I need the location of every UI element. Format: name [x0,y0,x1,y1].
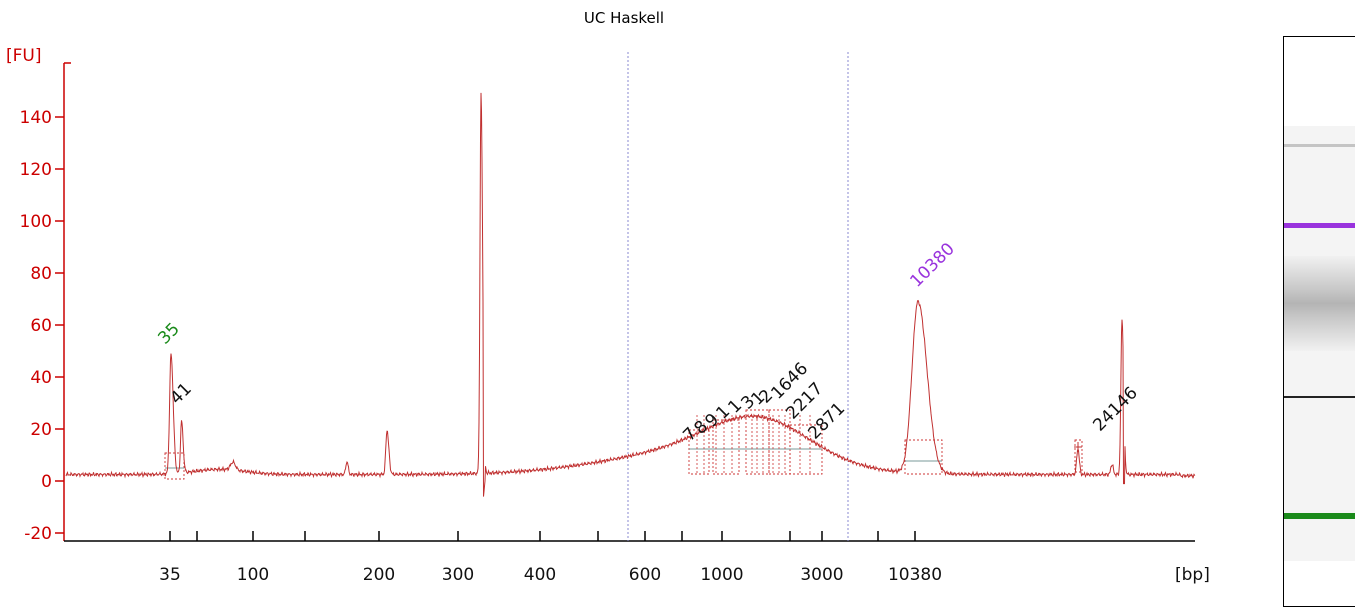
x-tick-label: 600 [629,565,661,585]
peak-box [1074,439,1083,473]
x-axis: 35 100 200 300 400 600 1000 3000 10380 [64,531,1195,585]
peak-box [745,409,770,475]
trace-series-line [65,92,1196,497]
gel-image [1283,36,1355,607]
gel-band [1284,144,1355,147]
x-tick-label: 200 [363,565,395,585]
y-tick-label: 100 [20,212,52,232]
y-tick-label: 80 [30,264,52,284]
peak-box [688,429,710,475]
peak-box [164,452,185,480]
y-tick-label: 40 [30,368,52,388]
y-tick-label: -20 [24,524,52,544]
y-axis-label: [FU] [6,46,42,66]
x-tick-label: 1000 [700,565,743,585]
gel-smear [1284,256,1355,351]
x-tick-label: 100 [237,565,269,585]
x-tick-label: 3000 [800,565,843,585]
chart-title: UC Haskell [584,9,664,27]
x-axis-label: [bp] [1175,565,1210,585]
x-tick-label: 400 [524,565,556,585]
x-tick-label: 10380 [888,565,942,585]
y-tick-label: 0 [41,472,52,492]
y-axis: -20 0 20 40 60 80 100 120 140 [20,62,71,544]
peak-label: 24146 [1089,383,1141,435]
region-bounds [627,52,849,541]
peak-label: 41 [166,379,195,408]
y-tick-label: 60 [30,316,52,336]
y-tick-label: 20 [30,420,52,440]
x-tick-label: 300 [442,565,474,585]
peak-box [904,439,943,475]
y-tick-label: 120 [20,160,52,180]
smear-peak-boxes [164,409,1083,480]
gel-lower-marker-band [1284,513,1355,519]
peak-label: 10380 [906,239,958,291]
y-tick-label: 140 [20,108,52,128]
gel-band [1284,396,1355,398]
gel-upper-marker-band [1284,223,1355,228]
peak-label: 35 [154,319,183,348]
x-tick-label: 35 [159,565,181,585]
